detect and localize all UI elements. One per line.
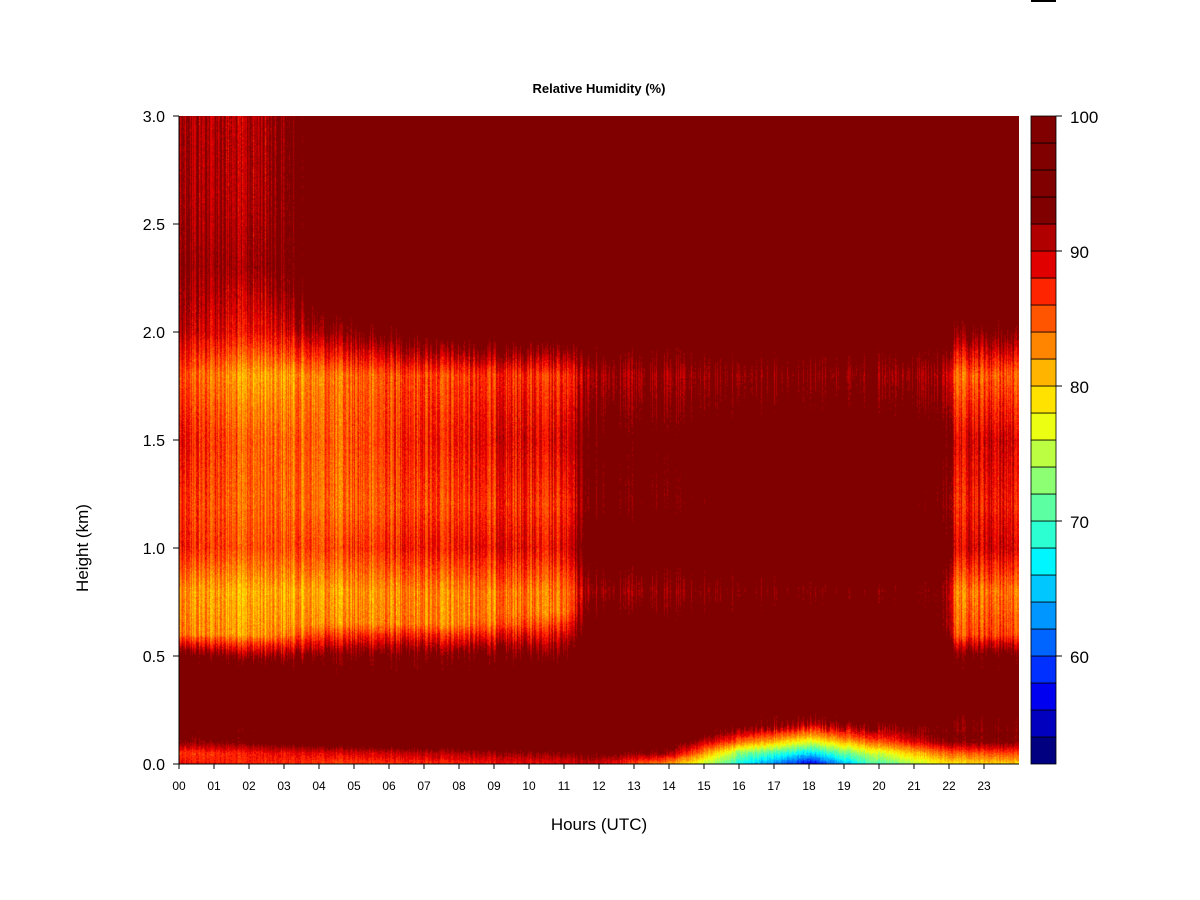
x-tick-label: 22: [942, 779, 956, 793]
colorbar-segment: [1030, 250, 1057, 279]
x-tick-label: 19: [837, 779, 851, 793]
x-tick-label: 16: [732, 779, 746, 793]
y-tick-label: 0.5: [143, 649, 165, 666]
colorbar-segment: [1030, 439, 1057, 468]
colorbar-tick-label: 80: [1070, 378, 1089, 397]
y-tick-label: 1.0: [143, 541, 165, 558]
colorbar-segment: [1030, 277, 1057, 306]
y-tick-label: 2.5: [143, 217, 165, 234]
colorbar-segment: [1030, 466, 1057, 495]
y-tick-label: 2.0: [143, 325, 165, 342]
colorbar-tick-label: 70: [1070, 513, 1089, 532]
colorbar-segment: [1030, 412, 1057, 441]
x-tick-label: 15: [697, 779, 711, 793]
colorbar-segment: [1030, 709, 1057, 738]
colorbar-segment: [1030, 601, 1057, 630]
x-tick-label: 04: [312, 779, 326, 793]
colorbar: 100 90 80 70 60: [1030, 108, 1098, 765]
colorbar-segment: [1030, 142, 1057, 171]
y-tick-label: 3.0: [143, 109, 165, 126]
colorbar-segment: [1030, 520, 1057, 549]
colorbar-segment: [1030, 196, 1057, 225]
colorbar-segment: [1030, 169, 1057, 198]
colorbar-segment: [1030, 574, 1057, 603]
x-tick-label: 12: [592, 779, 606, 793]
heatmap-plot-area: [179, 116, 1019, 764]
colorbar-segment: [1030, 493, 1057, 522]
colorbar-segment: [1030, 682, 1057, 711]
x-tick-label: 09: [487, 779, 501, 793]
y-tick-label: 0.0: [143, 757, 165, 774]
x-tick-label: 06: [382, 779, 396, 793]
y-tick-label: 1.5: [143, 433, 165, 450]
colorbar-segment: [1030, 628, 1057, 657]
axes-layer: 0.0 0.5 1.0 1.5 2.0 2.5 3.0 00 01 02 03 04 05 06 07 08 0…: [143, 109, 1019, 793]
x-tick-label: 02: [242, 779, 256, 793]
x-tick-label: 14: [662, 779, 676, 793]
colorbar-segment: [1030, 223, 1057, 252]
colorbar-segment: [1030, 736, 1057, 765]
x-tick-label: 03: [277, 779, 291, 793]
colorbar-tick-label: 60: [1070, 648, 1089, 667]
colorbar-segment: [1030, 358, 1057, 387]
chart-title: Relative Humidity (%): [533, 81, 666, 96]
colorbar-segment: [1030, 385, 1057, 414]
x-axis-label: Hours (UTC): [551, 815, 647, 834]
colorbar-tick-label: 100: [1070, 108, 1098, 127]
x-tick-label: 21: [907, 779, 921, 793]
colorbar-segment: [1030, 304, 1057, 333]
colorbar-tick-label: 90: [1070, 243, 1089, 262]
x-tick-label: 23: [977, 779, 991, 793]
x-tick-label: 17: [767, 779, 781, 793]
colorbar-segment: [1030, 331, 1057, 360]
corner-mark: [1031, 0, 1056, 2]
x-tick-label: 20: [872, 779, 886, 793]
colorbar-segment: [1030, 115, 1057, 144]
y-axis-label: Height (km): [73, 504, 92, 592]
x-tick-label: 05: [347, 779, 361, 793]
x-tick-label: 00: [172, 779, 186, 793]
x-tick-label: 08: [452, 779, 466, 793]
colorbar-segment: [1030, 547, 1057, 576]
x-tick-label: 13: [627, 779, 641, 793]
x-tick-label: 18: [802, 779, 816, 793]
x-tick-label: 01: [207, 779, 221, 793]
colorbar-segment: [1030, 655, 1057, 684]
x-tick-label: 07: [417, 779, 431, 793]
x-tick-label: 11: [558, 779, 571, 793]
x-tick-label: 10: [522, 779, 536, 793]
